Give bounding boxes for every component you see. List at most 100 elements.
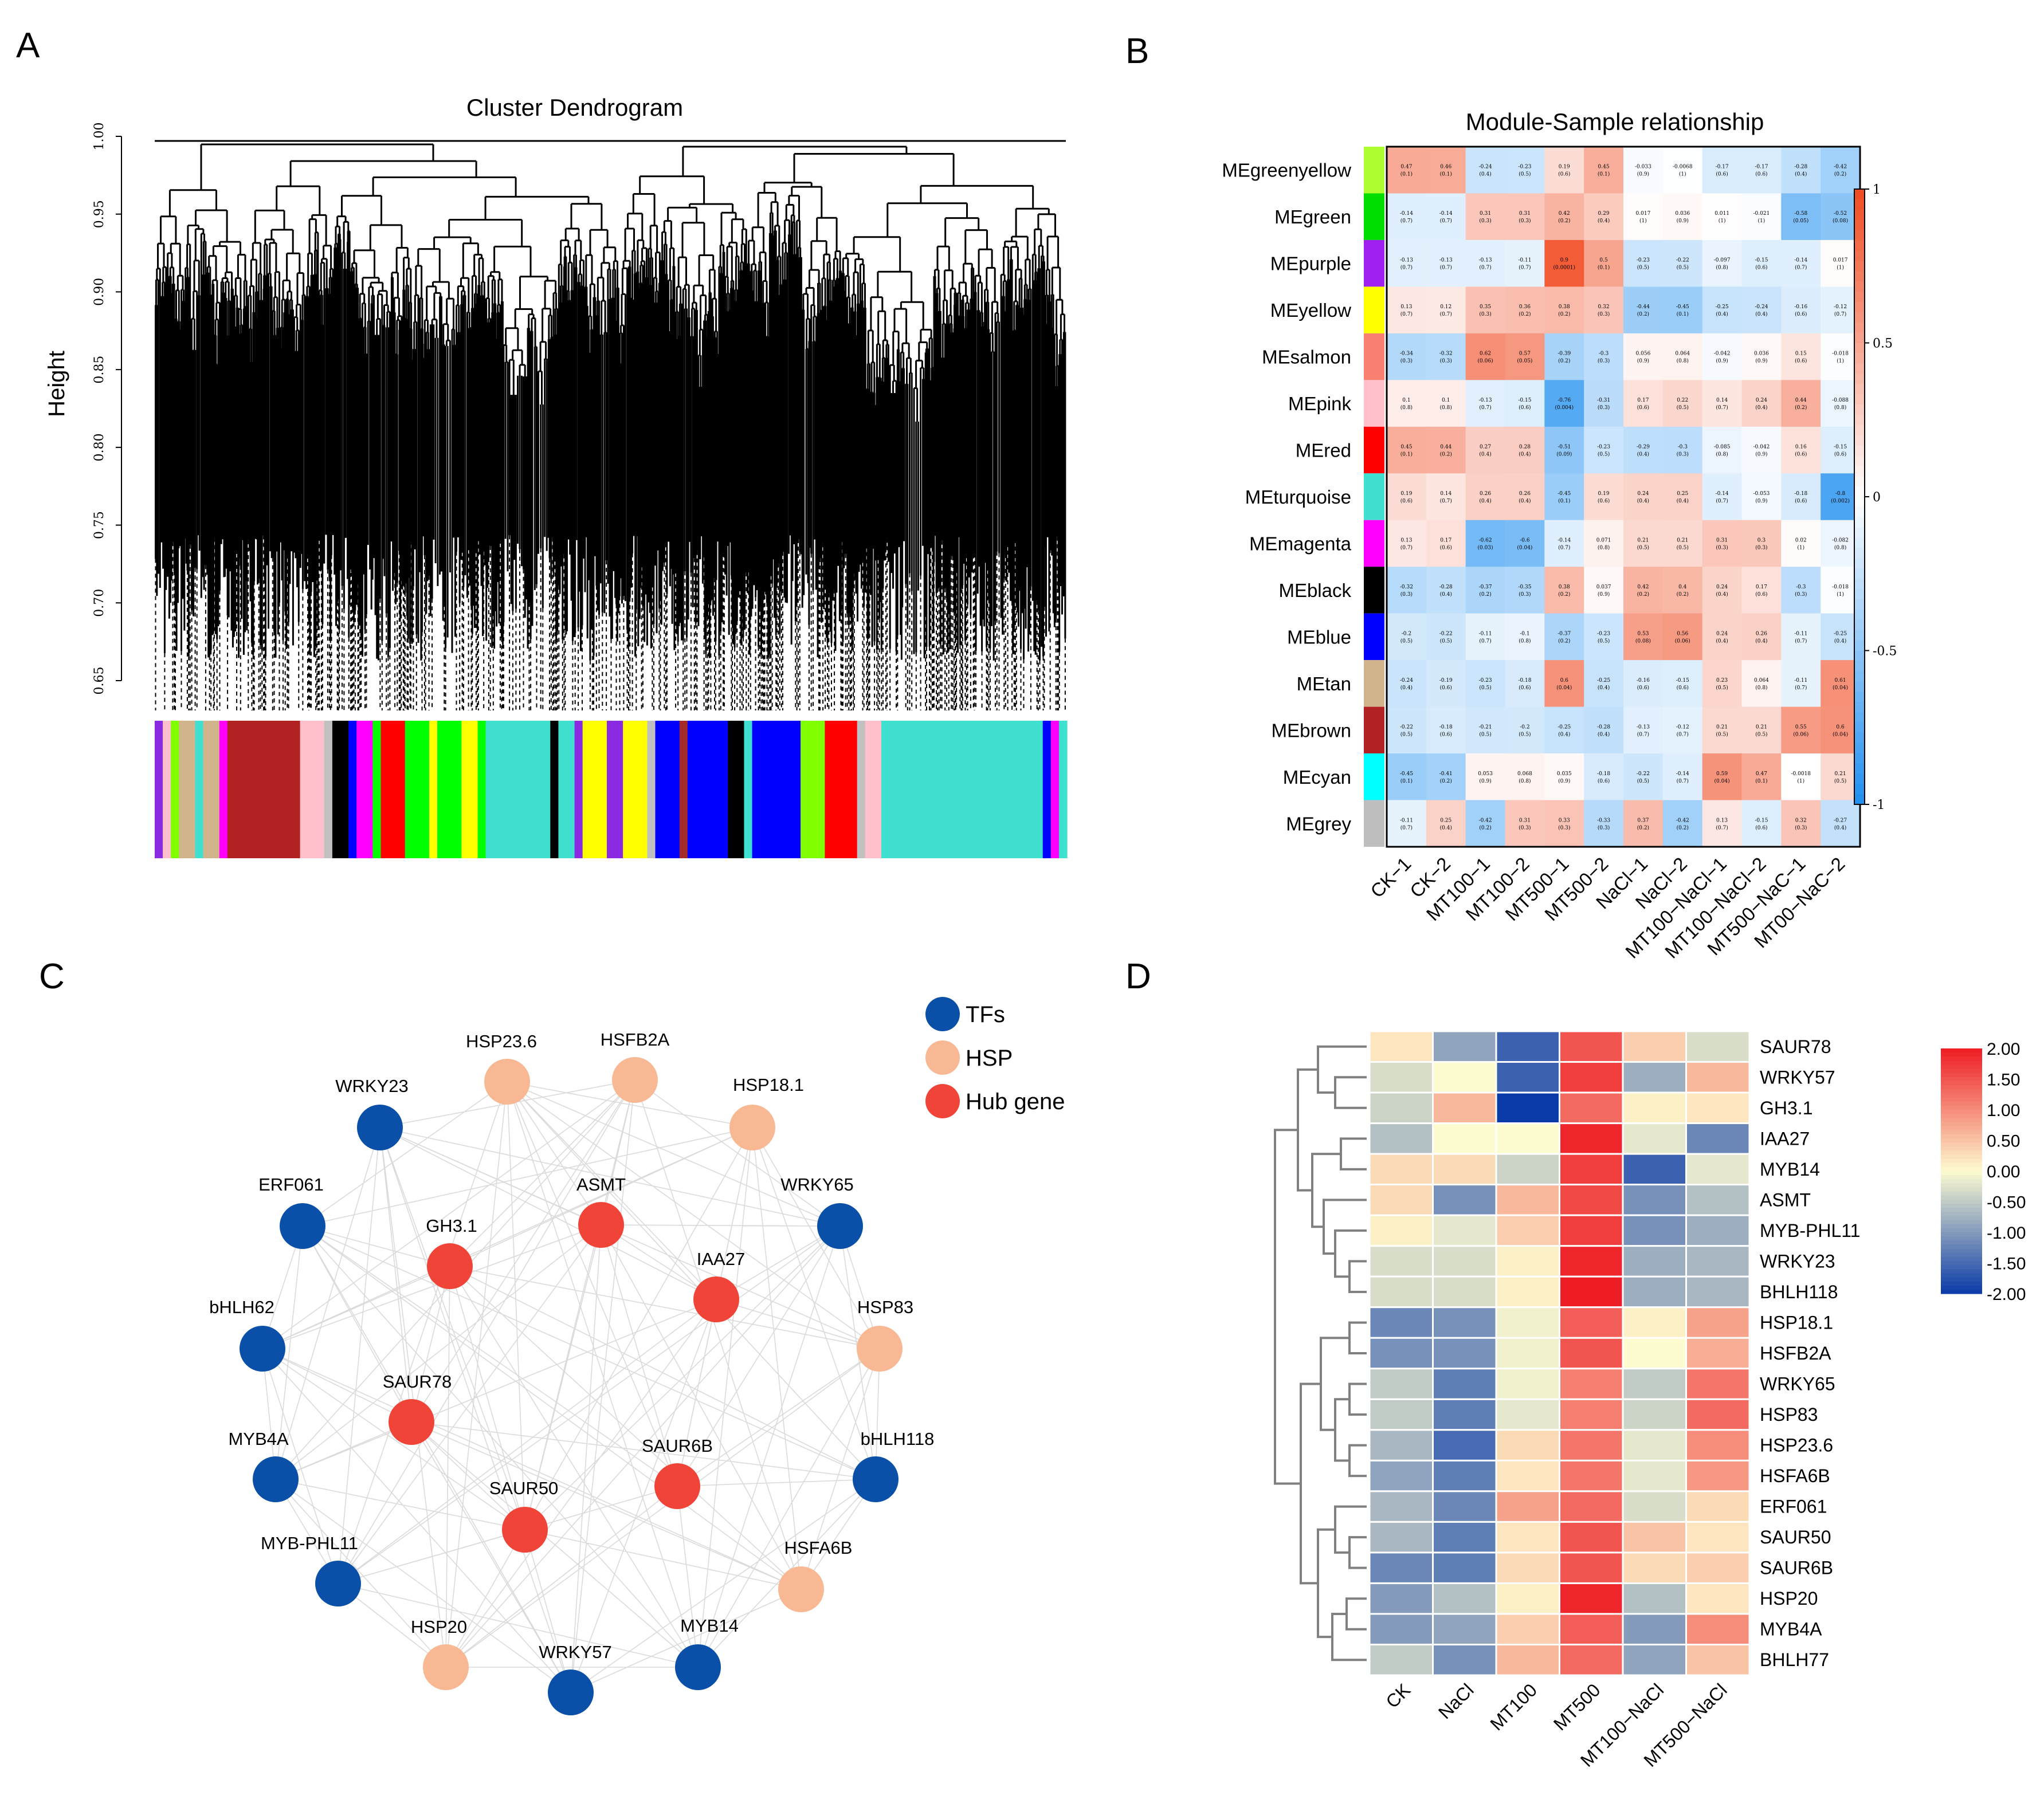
network-node-label: SAUR6B (642, 1436, 713, 1456)
expression-cell (1685, 1521, 1751, 1554)
cell-correlation: 0.17 (1756, 584, 1767, 590)
expression-cell (1622, 1429, 1687, 1462)
colorbar-step (1854, 568, 1865, 579)
cell-pvalue: (0.9) (1637, 171, 1649, 178)
cell-pvalue: (0.6) (1716, 171, 1728, 178)
expression-cell (1559, 1214, 1624, 1247)
heatmap-cell (1505, 426, 1545, 474)
colorbar-tick-label: -1.50 (1987, 1255, 2026, 1274)
colorbar-step (1854, 702, 1865, 713)
heatmap-cell (1821, 753, 1861, 801)
expression-cell (1495, 1429, 1560, 1462)
legend-swatch-tf (925, 997, 960, 1031)
cell-pvalue: (0.1) (1755, 778, 1767, 784)
heatmap-cell (1505, 239, 1545, 287)
colorbar-step (1854, 312, 1865, 323)
heatmap-cell (1584, 753, 1624, 801)
expression-cell (1368, 1643, 1434, 1676)
expression-cell (1622, 1030, 1687, 1063)
module-row-label: MEgrey (1286, 813, 1351, 834)
cell-correlation: 0.62 (1480, 351, 1491, 357)
cell-pvalue: (0.3) (1479, 218, 1491, 224)
heatmap-cell (1781, 520, 1821, 567)
colorbar-step (1854, 250, 1865, 261)
colorbar-step (1854, 199, 1865, 210)
heatmap-cell (1387, 613, 1427, 661)
heatmap-cell (1584, 333, 1624, 380)
cell-pvalue: (0.4) (1558, 731, 1570, 737)
cell-correlation: -0.29 (1637, 445, 1650, 450)
cell-pvalue: (0.08) (1833, 218, 1848, 224)
heatmap-cell (1702, 193, 1742, 241)
cell-pvalue: (0.7) (1795, 638, 1807, 644)
colorbar-step (1854, 455, 1865, 466)
cell-pvalue: (0.4) (1598, 731, 1610, 737)
expression-cell (1368, 1091, 1434, 1125)
cell-pvalue: (0.4) (1716, 311, 1728, 317)
y-tick-label: 0.65 (92, 667, 107, 695)
gene-row-label: MYB-PHL11 (1760, 1220, 1860, 1241)
cell-correlation: 0.1 (1402, 398, 1410, 403)
cell-pvalue: (0.2) (1637, 824, 1649, 831)
colorbar-step (1941, 1199, 1982, 1204)
cell-correlation: 0.071 (1596, 537, 1611, 543)
expression-cell (1432, 1582, 1497, 1615)
network-node-label: SAUR78 (383, 1372, 452, 1392)
cell-correlation: 0.26 (1756, 631, 1767, 637)
heatmap-cell (1741, 380, 1782, 427)
cell-correlation: -0.14 (1676, 771, 1689, 777)
cell-correlation: -0.042 (1753, 445, 1770, 450)
cell-pvalue: (0.8) (1519, 778, 1531, 784)
cell-correlation: 0.13 (1400, 537, 1412, 543)
heatmap-cell (1781, 380, 1821, 427)
module-color-block (171, 721, 179, 858)
cell-pvalue: (0.04) (1517, 544, 1532, 551)
expression-cell (1495, 1613, 1560, 1645)
heatmap-cell (1465, 380, 1505, 427)
cell-correlation: 0.45 (1598, 164, 1610, 170)
heatmap-cell (1387, 380, 1427, 427)
y-tick-label: 0.85 (92, 356, 107, 384)
module-color-block (558, 721, 575, 858)
y-tick-label: 1.00 (92, 123, 107, 151)
colorbar-step (1854, 763, 1865, 774)
module-color-block (825, 721, 858, 858)
dendrogram-y-label: Height (44, 351, 69, 417)
panel-a-label: A (16, 26, 40, 65)
expression-cell (1559, 1429, 1624, 1462)
cell-pvalue: (0.3) (1519, 591, 1531, 598)
module-color-block (179, 721, 196, 858)
heatmap-cell (1465, 800, 1505, 847)
network-node-label: ASMT (576, 1174, 626, 1195)
cell-pvalue: (0.6) (1440, 685, 1452, 691)
heatmap-cell (1584, 473, 1624, 521)
cell-pvalue: (0.03) (1478, 544, 1493, 551)
cell-correlation: 0.6 (1836, 724, 1845, 730)
module-color-swatch (1364, 380, 1384, 427)
cell-correlation: 0.32 (1795, 818, 1807, 823)
heatmap-cell (1465, 333, 1505, 380)
cell-pvalue: (0.9) (1755, 451, 1767, 458)
cell-pvalue: (0.8) (1716, 451, 1728, 458)
cell-correlation: 0.14 (1716, 398, 1728, 403)
cell-correlation: -0.15 (1755, 818, 1768, 823)
heatmap-cell (1505, 473, 1545, 521)
module-color-block (163, 721, 171, 858)
expression-cell (1495, 1153, 1560, 1186)
cell-correlation: -0.28 (1597, 724, 1610, 730)
colorbar-tick-label: 0.5 (1873, 337, 1893, 351)
heatmap-cell (1741, 567, 1782, 614)
heatmap-cell (1584, 426, 1624, 474)
cell-pvalue: (0.5) (1519, 731, 1531, 737)
expression-cell (1685, 1306, 1751, 1339)
module-color-swatch (1364, 193, 1384, 240)
module-row-label: MEturquoise (1245, 486, 1351, 508)
expression-cell (1368, 1245, 1434, 1278)
expression-cell (1368, 1613, 1434, 1645)
colorbar-step (1941, 1142, 1982, 1147)
row-dendrogram-branch (1348, 1536, 1367, 1569)
module-color-block (203, 721, 220, 858)
cell-correlation: -0.11 (1479, 631, 1492, 637)
heatmap-cell (1465, 706, 1505, 754)
colorbar-step (1854, 794, 1865, 805)
